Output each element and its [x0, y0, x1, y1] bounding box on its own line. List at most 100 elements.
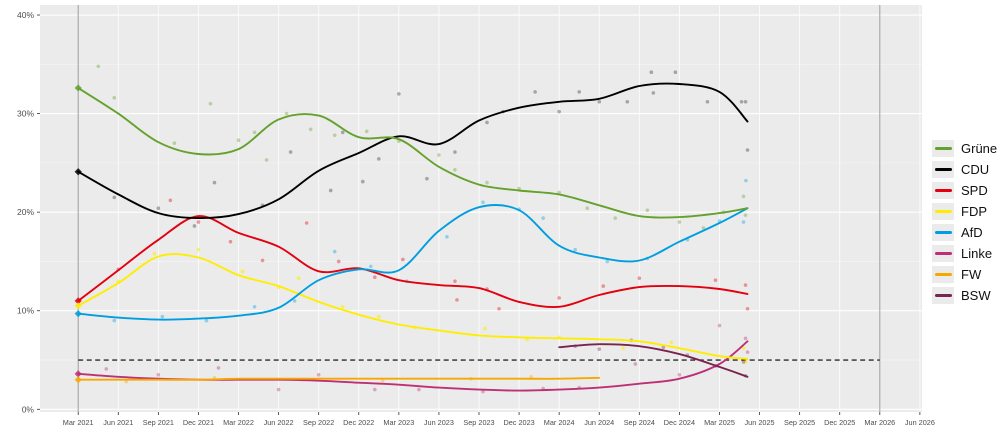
poll-dot-afd [332, 249, 337, 254]
legend-item-fdp: FDP [932, 201, 997, 222]
x-tick-label: Mar 2024 [544, 418, 575, 427]
poll-dot-gruene [236, 138, 241, 143]
trend-line-fdp [77, 253, 749, 360]
legend-label-afd: AfD [961, 225, 983, 240]
poll-dot-fdp [621, 346, 626, 350]
poll-dot-gruene [645, 208, 650, 212]
poll-dot-linke [372, 387, 377, 392]
poll-dot-afd [481, 200, 485, 205]
poll-dot-cdu [156, 206, 161, 211]
poll-dot-cdu [360, 179, 365, 184]
poll-dot-spd [713, 278, 718, 282]
poll-dot-gruene [585, 206, 590, 211]
x-tick-label: Sep 2023 [463, 418, 494, 427]
y-tick-label: 30% [17, 109, 34, 119]
poll-dot-cdu [705, 99, 710, 104]
poll-dot-fdp [340, 304, 345, 309]
legend-label-cdu: CDU [961, 162, 990, 177]
poll-dot-linke [677, 373, 682, 377]
trend-line-afd [77, 204, 749, 321]
legend-item-fw: FW [932, 264, 997, 285]
x-tick-label: Jun 2026 [905, 418, 935, 427]
poll-dot-gruene [437, 153, 441, 157]
y-tick-label: 40% [17, 10, 34, 20]
legend-key-afd [932, 224, 954, 241]
x-tick-label: Sep 2021 [143, 418, 174, 427]
poll-dot-cdu [625, 99, 630, 104]
poll-dot-spd [637, 276, 642, 281]
legend-label-fdp: FDP [961, 204, 987, 219]
poll-dot-spd [743, 283, 748, 287]
poll-dot-afd [744, 178, 748, 183]
poll-dot-linke [216, 366, 221, 370]
x-tick-label: Dec 2021 [183, 418, 214, 427]
poll-dot-cdu [212, 180, 217, 185]
x-tick-label: Jun 2022 [264, 418, 294, 427]
x-tick-label: Dec 2025 [824, 418, 855, 427]
legend-swatch-cdu [934, 167, 952, 172]
poll-dot-gruene [284, 111, 289, 116]
poll-dot-spd [304, 221, 309, 225]
poll-dot-afd [541, 216, 545, 220]
poll-dot-fw [381, 378, 385, 383]
election-result-diamond-gruene [74, 84, 82, 92]
poll-dot-gruene [264, 158, 269, 162]
poll-dot-cdu [328, 188, 333, 193]
x-tick-label: Dec 2024 [664, 418, 695, 427]
poll-dot-fdp [743, 360, 748, 364]
poll-dot-cdu [649, 70, 654, 74]
x-tick-label: Sep 2025 [784, 418, 815, 427]
poll-dot-gruene [172, 141, 177, 145]
poll-dot-gruene [252, 130, 257, 135]
poll-dot-spd [453, 279, 457, 283]
legend-item-linke: Linke [932, 243, 997, 264]
legend-swatch-bsw [934, 293, 952, 298]
poll-dot-fdp [741, 346, 746, 350]
poll-dot-cdu [557, 109, 561, 114]
poll-dot-fdp [240, 269, 245, 274]
poll-dot-fdp [196, 247, 201, 252]
poll-dot-spd [372, 275, 377, 280]
poll-dot-gruene [208, 101, 213, 106]
legend-item-bsw: BSW [932, 285, 997, 306]
poll-dot-cdu [673, 70, 678, 74]
x-tick-label: Jun 2023 [424, 418, 454, 427]
legend-key-fw [932, 266, 954, 283]
poll-dot-spd [260, 258, 265, 263]
legend-label-spd: SPD [961, 183, 988, 198]
legend-swatch-gruene [934, 146, 952, 151]
poll-dot-bsw [661, 345, 666, 350]
poll-dot-afd [204, 318, 209, 323]
poll-dot-gruene [741, 194, 746, 199]
poll-dot-cdu [533, 90, 537, 94]
poll-dot-cdu [288, 150, 293, 154]
poll-dot-gruene [613, 216, 618, 220]
poll-dot-gruene [517, 186, 521, 191]
poll-dot-afd [292, 299, 297, 303]
x-tick-label: Mar 2021 [63, 418, 94, 427]
election-result-diamond-cdu [74, 168, 82, 176]
y-tick-label: 20% [17, 207, 34, 217]
x-tick-label: Jun 2024 [584, 418, 614, 427]
trend-line-fw [77, 376, 601, 381]
poll-dot-gruene [743, 213, 748, 217]
poll-dot-cdu [453, 150, 457, 154]
poll-dot-spd [601, 284, 606, 288]
x-tick-label: Jun 2025 [745, 418, 775, 427]
x-tick-label: Sep 2024 [624, 418, 655, 427]
poll-dot-gruene [677, 220, 682, 224]
poll-dot-linke [104, 367, 109, 371]
legend-swatch-fdp [934, 209, 952, 214]
poll-dot-bsw [597, 347, 602, 351]
poll-dot-cdu [743, 99, 748, 104]
poll-dot-linke [276, 387, 281, 392]
poll-dot-afd [368, 264, 373, 269]
poll-dot-linke [717, 323, 722, 328]
poll-dot-linke [745, 350, 750, 354]
poll-dot-fdp [377, 314, 381, 319]
legend-label-fw: FW [961, 267, 982, 282]
poll-dot-gruene [112, 96, 117, 100]
poll-dot-linke [156, 373, 161, 377]
poll-dot-afd [252, 304, 257, 309]
